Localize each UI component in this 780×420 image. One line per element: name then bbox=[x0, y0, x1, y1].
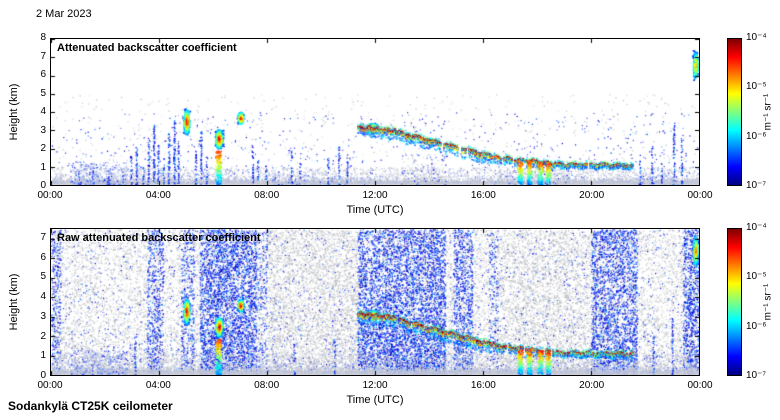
colorbar-tick-label: 10⁻⁵ bbox=[746, 271, 767, 283]
y-axis-label: Height (km) bbox=[8, 83, 20, 141]
x-tick-label: 00:00 bbox=[687, 380, 713, 391]
y-tick-label: 7 bbox=[40, 231, 46, 243]
colorbar-unit-label: m⁻¹ sr⁻¹ bbox=[762, 283, 774, 321]
x-tick-label: 16:00 bbox=[470, 380, 496, 391]
colorbar-tick-label: 10⁻⁵ bbox=[746, 81, 767, 93]
y-tick-label: 5 bbox=[40, 87, 46, 99]
y-tick-label: 6 bbox=[40, 69, 46, 80]
panel-title: Raw attenuated backscatter coefficient bbox=[57, 232, 261, 244]
y-tick-label: 0 bbox=[40, 180, 46, 191]
colorbar-tick-label: 10⁻⁴ bbox=[746, 222, 767, 233]
y-tick-label: 6 bbox=[40, 251, 46, 263]
colorbar-unit-label: m⁻¹ sr⁻¹ bbox=[762, 93, 774, 131]
y-tick-label: 4 bbox=[40, 106, 46, 117]
x-tick-label: 00:00 bbox=[687, 190, 713, 201]
colorbar-tick-label: 10⁻⁴ bbox=[746, 32, 767, 43]
panel-raw-backscatter: Height (km) Raw attenuated backscatter c… bbox=[0, 223, 780, 407]
colorbar-gradient bbox=[727, 228, 742, 376]
plot-area: Raw attenuated backscatter coefficient bbox=[50, 228, 700, 376]
x-tick-label: 04:00 bbox=[145, 190, 171, 201]
x-tick-label: 20:00 bbox=[579, 380, 605, 391]
plot-area: Attenuated backscatter coefficient bbox=[50, 38, 700, 186]
x-axis-label: Time (UTC) bbox=[346, 204, 404, 216]
x-axis-label: Time (UTC) bbox=[346, 394, 404, 406]
y-tick-label: 2 bbox=[40, 330, 46, 342]
colorbar-tick-label: 10⁻⁶ bbox=[746, 130, 767, 142]
colorbar-tick-label: 10⁻⁷ bbox=[746, 180, 767, 191]
x-tick-label: 08:00 bbox=[254, 380, 280, 391]
x-tick-label: 04:00 bbox=[145, 380, 171, 391]
y-tick-label: 7 bbox=[40, 50, 46, 62]
x-tick-label: 00:00 bbox=[37, 380, 63, 391]
y-tick-label: 8 bbox=[40, 32, 46, 43]
y-tick-label: 4 bbox=[40, 291, 46, 303]
instrument-label: Sodankylä CT25K ceilometer bbox=[8, 399, 173, 413]
date-label: 2 Mar 2023 bbox=[36, 8, 92, 20]
x-tick-label: 12:00 bbox=[362, 380, 388, 391]
y-tick-label: 5 bbox=[40, 271, 46, 283]
panel-title: Attenuated backscatter coefficient bbox=[57, 42, 237, 54]
y-tick-label: 0 bbox=[40, 370, 46, 381]
x-tick-label: 16:00 bbox=[470, 190, 496, 201]
colorbar-tick-label: 10⁻⁶ bbox=[746, 320, 767, 332]
x-tick-label: 20:00 bbox=[579, 190, 605, 201]
colorbar-gradient bbox=[727, 38, 742, 186]
y-tick-label: 3 bbox=[40, 310, 46, 322]
y-tick-label: 1 bbox=[40, 161, 46, 173]
y-tick-label: 1 bbox=[40, 350, 46, 362]
x-tick-label: 08:00 bbox=[254, 190, 280, 201]
y-axis-label: Height (km) bbox=[8, 273, 20, 331]
x-tick-label: 12:00 bbox=[362, 190, 388, 201]
backscatter-heatmap-canvas bbox=[51, 39, 699, 185]
y-tick-label: 3 bbox=[40, 124, 46, 136]
colorbar-tick-label: 10⁻⁷ bbox=[746, 370, 767, 381]
panel-attenuated-backscatter: Height (km) Attenuated backscatter coeff… bbox=[0, 32, 780, 216]
raw-backscatter-heatmap-canvas bbox=[51, 229, 699, 375]
y-tick-label: 2 bbox=[40, 143, 46, 154]
x-tick-label: 00:00 bbox=[37, 190, 63, 201]
